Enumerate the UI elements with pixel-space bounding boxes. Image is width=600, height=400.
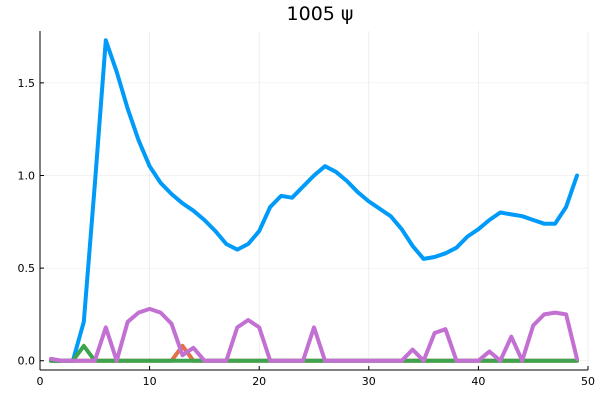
tick-labels: 0 10 20 30 40 50 0.0 0.5 1.0 1.5 xyxy=(18,77,596,388)
axes xyxy=(39,31,589,371)
x-tick-label: 10 xyxy=(143,375,157,388)
chart-title: 1005 ψ xyxy=(287,3,354,25)
x-tick-label: 30 xyxy=(362,375,376,388)
series-line-3 xyxy=(49,343,579,363)
y-tick-label: 1.0 xyxy=(18,169,36,182)
x-tick-label: 20 xyxy=(252,375,266,388)
x-tick-label: 50 xyxy=(581,375,595,388)
series-layer xyxy=(49,38,579,363)
x-tick-label: 40 xyxy=(471,375,485,388)
x-tick-label: 0 xyxy=(37,375,44,388)
grid xyxy=(39,31,589,370)
y-tick-label: 1.5 xyxy=(18,77,36,90)
y-tick-label: 0.5 xyxy=(18,262,36,275)
series-line-1 xyxy=(49,38,579,363)
y-tick-label: 0.0 xyxy=(18,355,36,368)
series-line-4 xyxy=(49,306,579,363)
